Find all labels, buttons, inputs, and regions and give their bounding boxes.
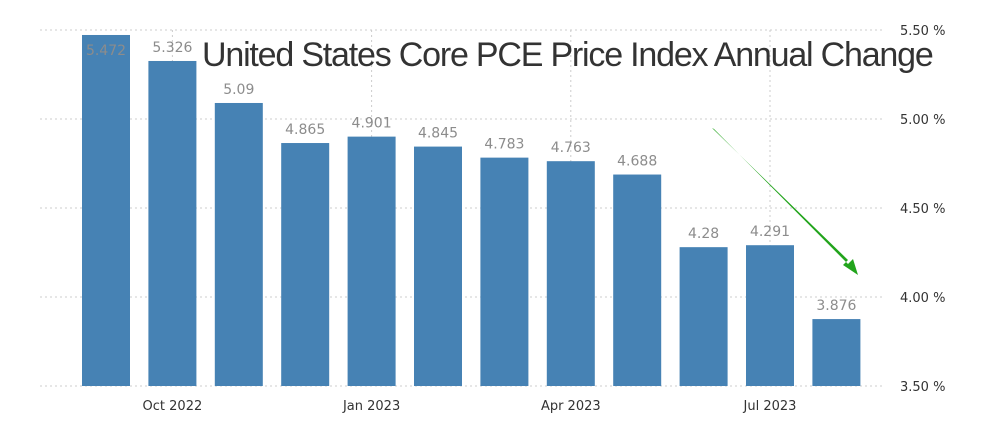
data-label: 5.326 bbox=[152, 40, 192, 56]
y-tick-label: 5.50 % bbox=[900, 24, 945, 39]
x-tick-label: Jul 2023 bbox=[743, 399, 797, 414]
data-label: 4.688 bbox=[617, 154, 657, 170]
data-label: 4.763 bbox=[551, 140, 591, 156]
x-tick-label: Oct 2022 bbox=[143, 399, 203, 414]
bar bbox=[546, 161, 595, 386]
bar bbox=[347, 136, 396, 386]
x-tick-label: Jan 2023 bbox=[342, 399, 400, 414]
data-label: 5.09 bbox=[223, 82, 254, 98]
chart-title: United States Core PCE Price Index Annua… bbox=[202, 36, 934, 74]
y-tick-label: 3.50 % bbox=[900, 380, 945, 395]
bar bbox=[746, 245, 794, 386]
data-label: 4.865 bbox=[285, 122, 325, 138]
bar bbox=[82, 34, 130, 386]
data-label: 5.472 bbox=[86, 43, 126, 59]
bar bbox=[281, 143, 330, 386]
data-label: 4.783 bbox=[484, 137, 524, 153]
bar bbox=[414, 146, 462, 386]
bar bbox=[679, 247, 728, 386]
bar bbox=[148, 60, 197, 387]
x-tick-label: Apr 2023 bbox=[541, 399, 601, 414]
y-tick-label: 4.00 % bbox=[900, 291, 945, 306]
bar bbox=[214, 102, 263, 386]
bar bbox=[613, 174, 662, 386]
data-label: 4.28 bbox=[688, 226, 719, 242]
data-label: 3.876 bbox=[816, 298, 856, 314]
data-label: 4.291 bbox=[750, 224, 790, 240]
y-tick-label: 5.00 % bbox=[900, 113, 945, 128]
data-label: 4.845 bbox=[418, 126, 458, 142]
bar bbox=[812, 319, 861, 386]
bar bbox=[480, 157, 529, 386]
y-tick-label: 4.50 % bbox=[900, 202, 945, 217]
data-label: 4.901 bbox=[352, 116, 392, 132]
